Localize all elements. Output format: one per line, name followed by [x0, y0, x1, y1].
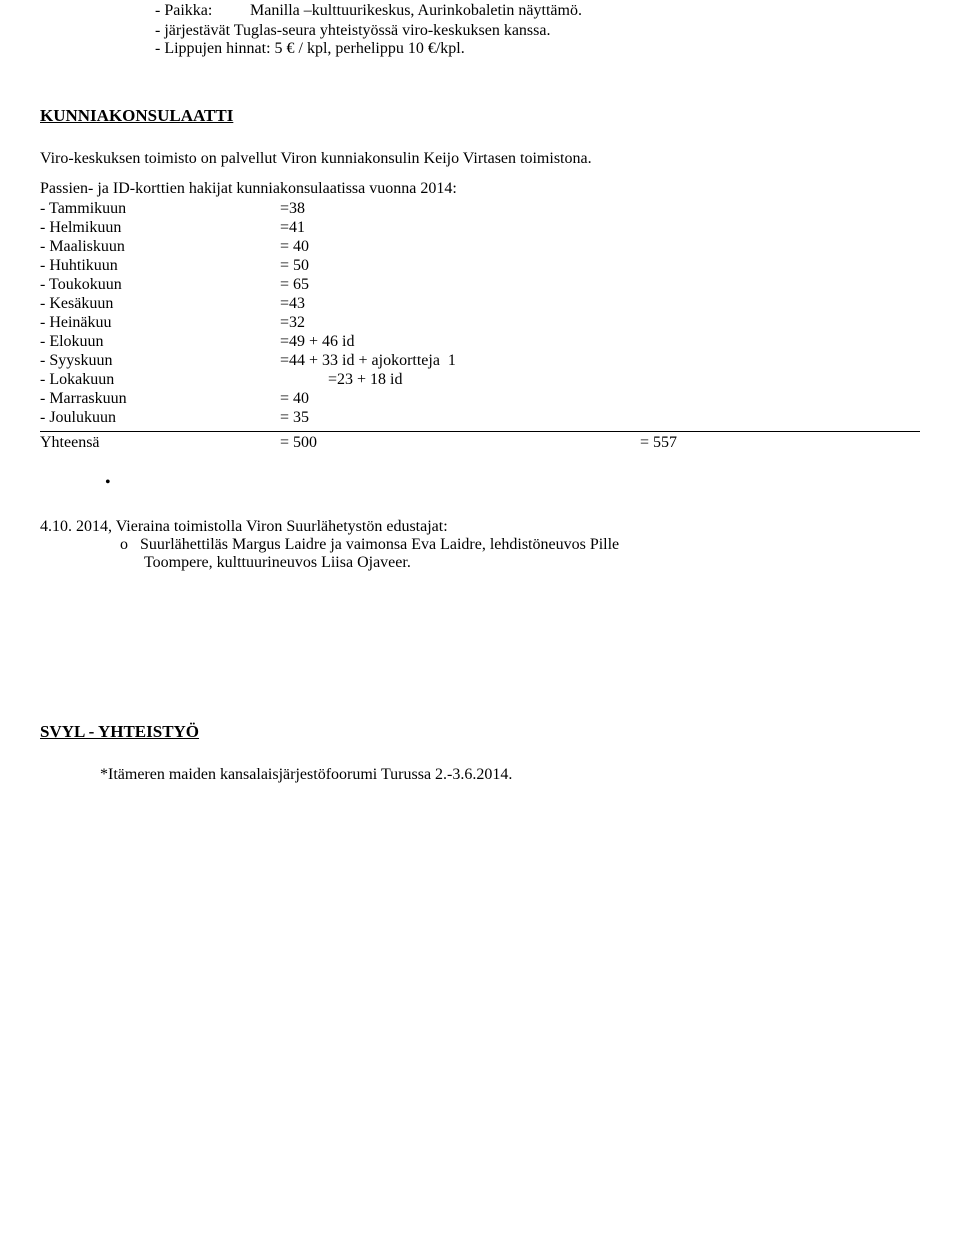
month-row: - Marraskuun= 40	[40, 390, 920, 408]
month-label: - Helmikuun	[40, 219, 280, 237]
ticket-price-line: - Lippujen hinnat: 5 € / kpl, perhelippu…	[155, 40, 920, 58]
organizer-line: - järjestävät Tuglas-seura yhteistyössä …	[155, 22, 920, 40]
svyl-heading: SVYL - YHTEISTYÖ	[40, 722, 920, 742]
month-row: - Heinäkuu=32	[40, 314, 920, 332]
month-row: - Lokakuun =23 + 18 id	[40, 371, 920, 389]
month-label: - Marraskuun	[40, 390, 280, 408]
month-value: = 65	[280, 276, 309, 294]
month-row: - Kesäkuun=43	[40, 295, 920, 313]
month-value: =32	[280, 314, 305, 332]
month-row: - Maaliskuun= 40	[40, 238, 920, 256]
intro-paragraph: Viro-keskuksen toimisto on palvellut Vir…	[40, 150, 920, 168]
month-label: - Huhtikuun	[40, 257, 280, 275]
bullet-dot: •	[105, 474, 111, 491]
month-row: - Syyskuun=44 + 33 id + ajokortteja 1	[40, 352, 920, 370]
month-row: - Joulukuun= 35	[40, 409, 920, 427]
visit-date-line: 4.10. 2014, Vieraina toimistolla Viron S…	[40, 518, 920, 536]
month-table: - Tammikuun=38- Helmikuun=41- Maaliskuun…	[40, 200, 920, 427]
month-label: - Kesäkuun	[40, 295, 280, 313]
month-row: - Toukokuun= 65	[40, 276, 920, 294]
month-row: - Tammikuun=38	[40, 200, 920, 218]
month-label: - Maaliskuun	[40, 238, 280, 256]
month-value: =41	[280, 219, 305, 237]
month-value: = 50	[280, 257, 309, 275]
month-label: - Joulukuun	[40, 409, 280, 427]
month-label: - Elokuun	[40, 333, 280, 351]
month-value: =38	[280, 200, 305, 218]
month-value: = 35	[280, 409, 309, 427]
month-row: - Huhtikuun= 50	[40, 257, 920, 275]
month-value: =44 + 33 id + ajokortteja 1	[280, 352, 456, 370]
visit-sub-line1: oSuurlähettiläs Margus Laidre ja vaimons…	[120, 536, 920, 554]
month-label: - Syyskuun	[40, 352, 280, 370]
bullet-item: •	[40, 474, 920, 492]
circle-bullet: o	[120, 536, 140, 554]
total-label: Yhteensä	[40, 434, 280, 452]
month-value: = 40	[280, 390, 309, 408]
total-value-2: = 557	[640, 434, 677, 452]
month-label: - Lokakuun	[40, 371, 280, 389]
visit-sub-text2: Toompere, kulttuurineuvos Liisa Ojaveer.	[144, 554, 920, 572]
footer-note: *Itämeren maiden kansalaisjärjestöfoorum…	[100, 766, 920, 784]
paikka-row: - Paikka: Manilla –kulttuurikeskus, Auri…	[155, 2, 920, 20]
visit-block: 4.10. 2014, Vieraina toimistolla Viron S…	[40, 518, 920, 572]
document-page: - Paikka: Manilla –kulttuurikeskus, Auri…	[0, 2, 960, 824]
event-details-block: - Paikka: Manilla –kulttuurikeskus, Auri…	[155, 2, 920, 58]
month-value: = 40	[280, 238, 309, 256]
month-row: - Elokuun=49 + 46 id	[40, 333, 920, 351]
total-row: Yhteensä = 500 = 557	[40, 434, 920, 452]
month-value: =43	[280, 295, 305, 313]
month-row: - Helmikuun=41	[40, 219, 920, 237]
total-divider: Yhteensä = 500 = 557	[40, 431, 920, 452]
table-title: Passien- ja ID-korttien hakijat kunniako…	[40, 180, 920, 198]
month-label: - Tammikuun	[40, 200, 280, 218]
paikka-value: Manilla –kulttuurikeskus, Aurinkobaletin…	[250, 2, 582, 20]
total-value-1: = 500	[280, 434, 640, 452]
kunniakonsulaatti-heading: KUNNIAKONSULAATTI	[40, 106, 920, 126]
month-label: - Heinäkuu	[40, 314, 280, 332]
paikka-label: - Paikka:	[155, 2, 250, 20]
visit-sub-text1: Suurlähettiläs Margus Laidre ja vaimonsa…	[140, 536, 619, 553]
month-value: =49 + 46 id	[280, 333, 355, 351]
month-label: - Toukokuun	[40, 276, 280, 294]
month-value: =23 + 18 id	[280, 371, 403, 389]
